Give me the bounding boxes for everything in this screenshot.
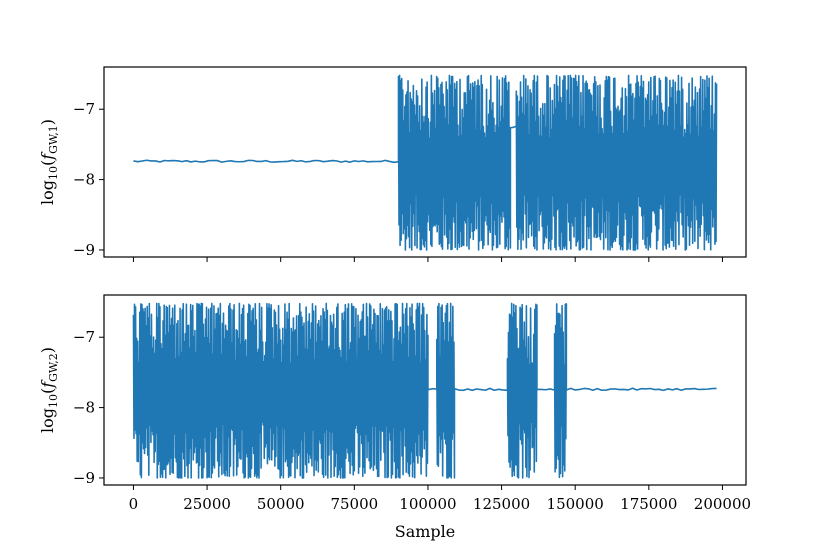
x-tick-label: 100000 xyxy=(399,495,456,513)
y-tick-label: −9 xyxy=(73,469,95,487)
y-label-log-subscript: 10 xyxy=(47,166,60,180)
x-tick-label: 75000 xyxy=(330,495,378,513)
y-label-symbol: f xyxy=(38,379,57,389)
y-label-close-paren: ) xyxy=(38,347,57,353)
series-line xyxy=(133,74,718,251)
trace-panel-top: −9 −8 −7 log10(fGW,1) xyxy=(38,66,747,262)
y-axis-label-top: log10(fGW,1) xyxy=(38,119,60,205)
series-line-bottom xyxy=(132,302,717,479)
x-tick-label: 175000 xyxy=(620,495,677,513)
y-label-log: log xyxy=(38,180,57,205)
y-label-open-paren: ( xyxy=(38,388,57,394)
y-label-symbol: f xyxy=(38,151,57,161)
x-tick-label: 25000 xyxy=(183,495,231,513)
y-label-log: log xyxy=(38,408,57,433)
y-label-open-paren: ( xyxy=(38,160,57,166)
y-tick-label: −8 xyxy=(73,399,95,417)
y-axis-label-bottom: log10(fGW,2) xyxy=(38,347,60,433)
x-tick-label: 50000 xyxy=(257,495,305,513)
axes-frame-top xyxy=(103,66,747,258)
x-ticks-top xyxy=(132,257,723,262)
x-tick-label: 0 xyxy=(129,495,139,513)
y-label-close-paren: ) xyxy=(38,119,57,125)
y-label-symbol-subscript: GW,2 xyxy=(47,353,60,382)
series-line-top xyxy=(133,74,718,251)
y-label-symbol-subscript: GW,1 xyxy=(47,125,60,154)
trace-panel-bottom: 0 25000 50000 75000 100000 125000 150000 175000… xyxy=(38,294,751,541)
x-ticks-bottom: 0 25000 50000 75000 100000 125000 150000 175000… xyxy=(129,485,751,513)
y-tick-label: −7 xyxy=(73,328,95,346)
y-tick-label: −8 xyxy=(73,171,95,189)
y-label-log-subscript: 10 xyxy=(47,394,60,408)
series-line xyxy=(132,302,717,479)
y-tick-label: −9 xyxy=(73,241,95,259)
x-tick-label: 150000 xyxy=(547,495,604,513)
y-tick-label: −7 xyxy=(73,100,95,118)
x-axis-label: Sample xyxy=(395,522,456,541)
x-tick-label: 125000 xyxy=(473,495,530,513)
y-ticks-top: −9 −8 −7 xyxy=(73,100,104,259)
x-tick-label: 200000 xyxy=(694,495,751,513)
y-ticks-bottom: −9 −8 −7 xyxy=(73,328,104,487)
axes-frame-bottom xyxy=(103,294,747,486)
